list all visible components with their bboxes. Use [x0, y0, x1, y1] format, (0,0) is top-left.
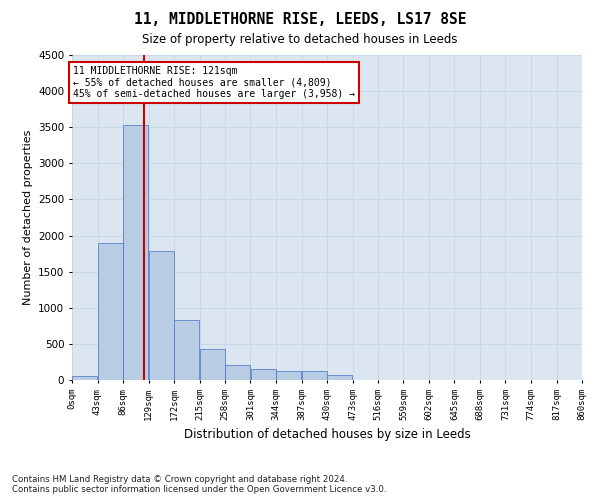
Y-axis label: Number of detached properties: Number of detached properties — [23, 130, 32, 305]
Bar — [302, 372, 327, 380]
Bar — [98, 243, 123, 380]
Bar — [123, 125, 148, 380]
Text: Contains HM Land Registry data © Crown copyright and database right 2024.
Contai: Contains HM Land Registry data © Crown c… — [12, 474, 386, 494]
X-axis label: Distribution of detached houses by size in Leeds: Distribution of detached houses by size … — [184, 428, 470, 441]
Bar — [200, 349, 225, 380]
Text: 11, MIDDLETHORNE RISE, LEEDS, LS17 8SE: 11, MIDDLETHORNE RISE, LEEDS, LS17 8SE — [134, 12, 466, 28]
Bar — [72, 376, 97, 380]
Bar — [225, 365, 250, 380]
Bar — [174, 320, 199, 380]
Text: 11 MIDDLETHORNE RISE: 121sqm
← 55% of detached houses are smaller (4,809)
45% of: 11 MIDDLETHORNE RISE: 121sqm ← 55% of de… — [73, 66, 355, 99]
Text: Size of property relative to detached houses in Leeds: Size of property relative to detached ho… — [142, 32, 458, 46]
Bar — [276, 370, 301, 380]
Bar — [251, 369, 276, 380]
Bar — [149, 252, 174, 380]
Bar — [327, 375, 352, 380]
